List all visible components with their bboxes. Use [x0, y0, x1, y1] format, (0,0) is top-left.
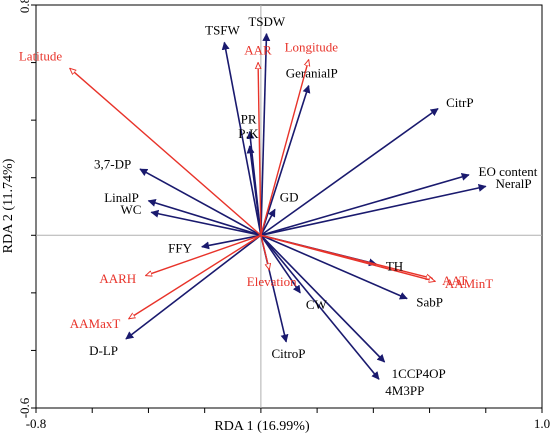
plot-frame	[35, 4, 543, 409]
response-vector-eo-content	[260, 173, 470, 237]
response-vector-geranialp-label: GeranialP	[286, 66, 338, 81]
explanatory-vector-elevation-label: Elevation	[247, 274, 297, 289]
response-vectors	[125, 32, 487, 380]
response-vector-sabp-label: SabP	[416, 295, 443, 310]
explanatory-vector-aat-label: AAT	[442, 273, 467, 288]
x-tick-label: 1.0	[534, 416, 550, 431]
response-vector-wc	[150, 209, 262, 237]
response-vector-gd	[260, 208, 276, 236]
explanatory-vector-aamint-label: AAMinT	[445, 276, 493, 291]
response-vector-neralp	[260, 183, 487, 237]
response-vector-linalp-label: LinalP	[104, 190, 139, 205]
response-vector-1ccp4op-label: 1CCP4OP	[392, 366, 446, 381]
response-vector-d-lp-label: D-LP	[89, 343, 118, 358]
response-vector-pr-label: PR	[241, 112, 257, 127]
explanatory-vector-aarh-label: AARH	[99, 271, 136, 286]
response-vector-3-7-dp	[139, 168, 262, 236]
response-vector-linalp	[147, 199, 262, 237]
explanatory-vector-aar-label: AAR	[244, 43, 272, 58]
response-vector-1ccp4op	[260, 234, 386, 363]
explanatory-vector-elevation	[260, 235, 269, 270]
response-vector-ffy-label: FFY	[168, 241, 192, 256]
response-vector-tsdw-label: TSDW	[248, 14, 286, 29]
explanatory-vector-latitude-label: Latitude	[19, 48, 63, 63]
y-axis-title: RDA 2 (11.74%)	[1, 158, 16, 253]
response-vector-d-lp	[125, 234, 262, 340]
y-tick-label: 0.8	[17, 0, 32, 13]
y-tick-label: -0.6	[17, 397, 32, 418]
response-vector-tsdw	[260, 32, 271, 236]
response-vector-p-k	[246, 145, 262, 236]
response-vector-cw-label: CW	[306, 297, 328, 312]
explanatory-vectors	[70, 60, 435, 319]
explanatory-vector-aamint	[260, 234, 435, 281]
response-vector-4m3pp	[260, 234, 380, 380]
response-vector-tsfw-label: TSFW	[205, 22, 240, 37]
response-vector-p-k-label: P:K	[238, 126, 259, 141]
response-vector-th-label: TH	[386, 258, 403, 273]
response-vector-citrp-label: CitrP	[446, 95, 473, 110]
x-axis-title: RDA 1 (16.99%)	[214, 419, 310, 434]
response-vector-ffy	[201, 234, 262, 250]
x-tick-label: -0.8	[26, 416, 47, 431]
explanatory-vector-latitude	[70, 68, 262, 236]
response-vector-3-7-dp-label: 3,7-DP	[94, 156, 131, 171]
response-vector-sabp	[260, 234, 408, 300]
explanatory-vector-aarh	[146, 234, 262, 275]
response-vector-gd-label: GD	[280, 189, 299, 204]
vector-labels: TSFW TSDW PRP:K GeranialP CitrP 3,7-DP LinalPW…	[19, 14, 538, 398]
explanatory-vector-aar	[258, 63, 261, 236]
explanatory-vector-longitude	[260, 60, 309, 236]
axis-ticks	[31, 4, 543, 413]
explanatory-vector-aamaxt-label: AAMaxT	[70, 316, 121, 331]
response-vector-neralp-label: NeralP	[496, 176, 532, 191]
response-vector-tsfw	[221, 41, 262, 236]
response-vector-citrop-label: CitroP	[272, 346, 306, 361]
explanatory-vector-aamaxt	[129, 234, 262, 318]
axis-tick-labels: -0.8 1.0 0.8 -0.6	[17, 0, 550, 431]
response-vector-wc-label: WC	[121, 202, 142, 217]
response-vector-eo-content-label: EO content	[479, 164, 538, 179]
explanatory-vector-longitude-label: Longitude	[285, 40, 339, 55]
response-vector-citrp	[260, 107, 439, 236]
response-vector-cw	[260, 234, 301, 294]
response-vector-4m3pp-label: 4M3PP	[385, 383, 424, 398]
response-vector-geranialp	[260, 84, 311, 236]
